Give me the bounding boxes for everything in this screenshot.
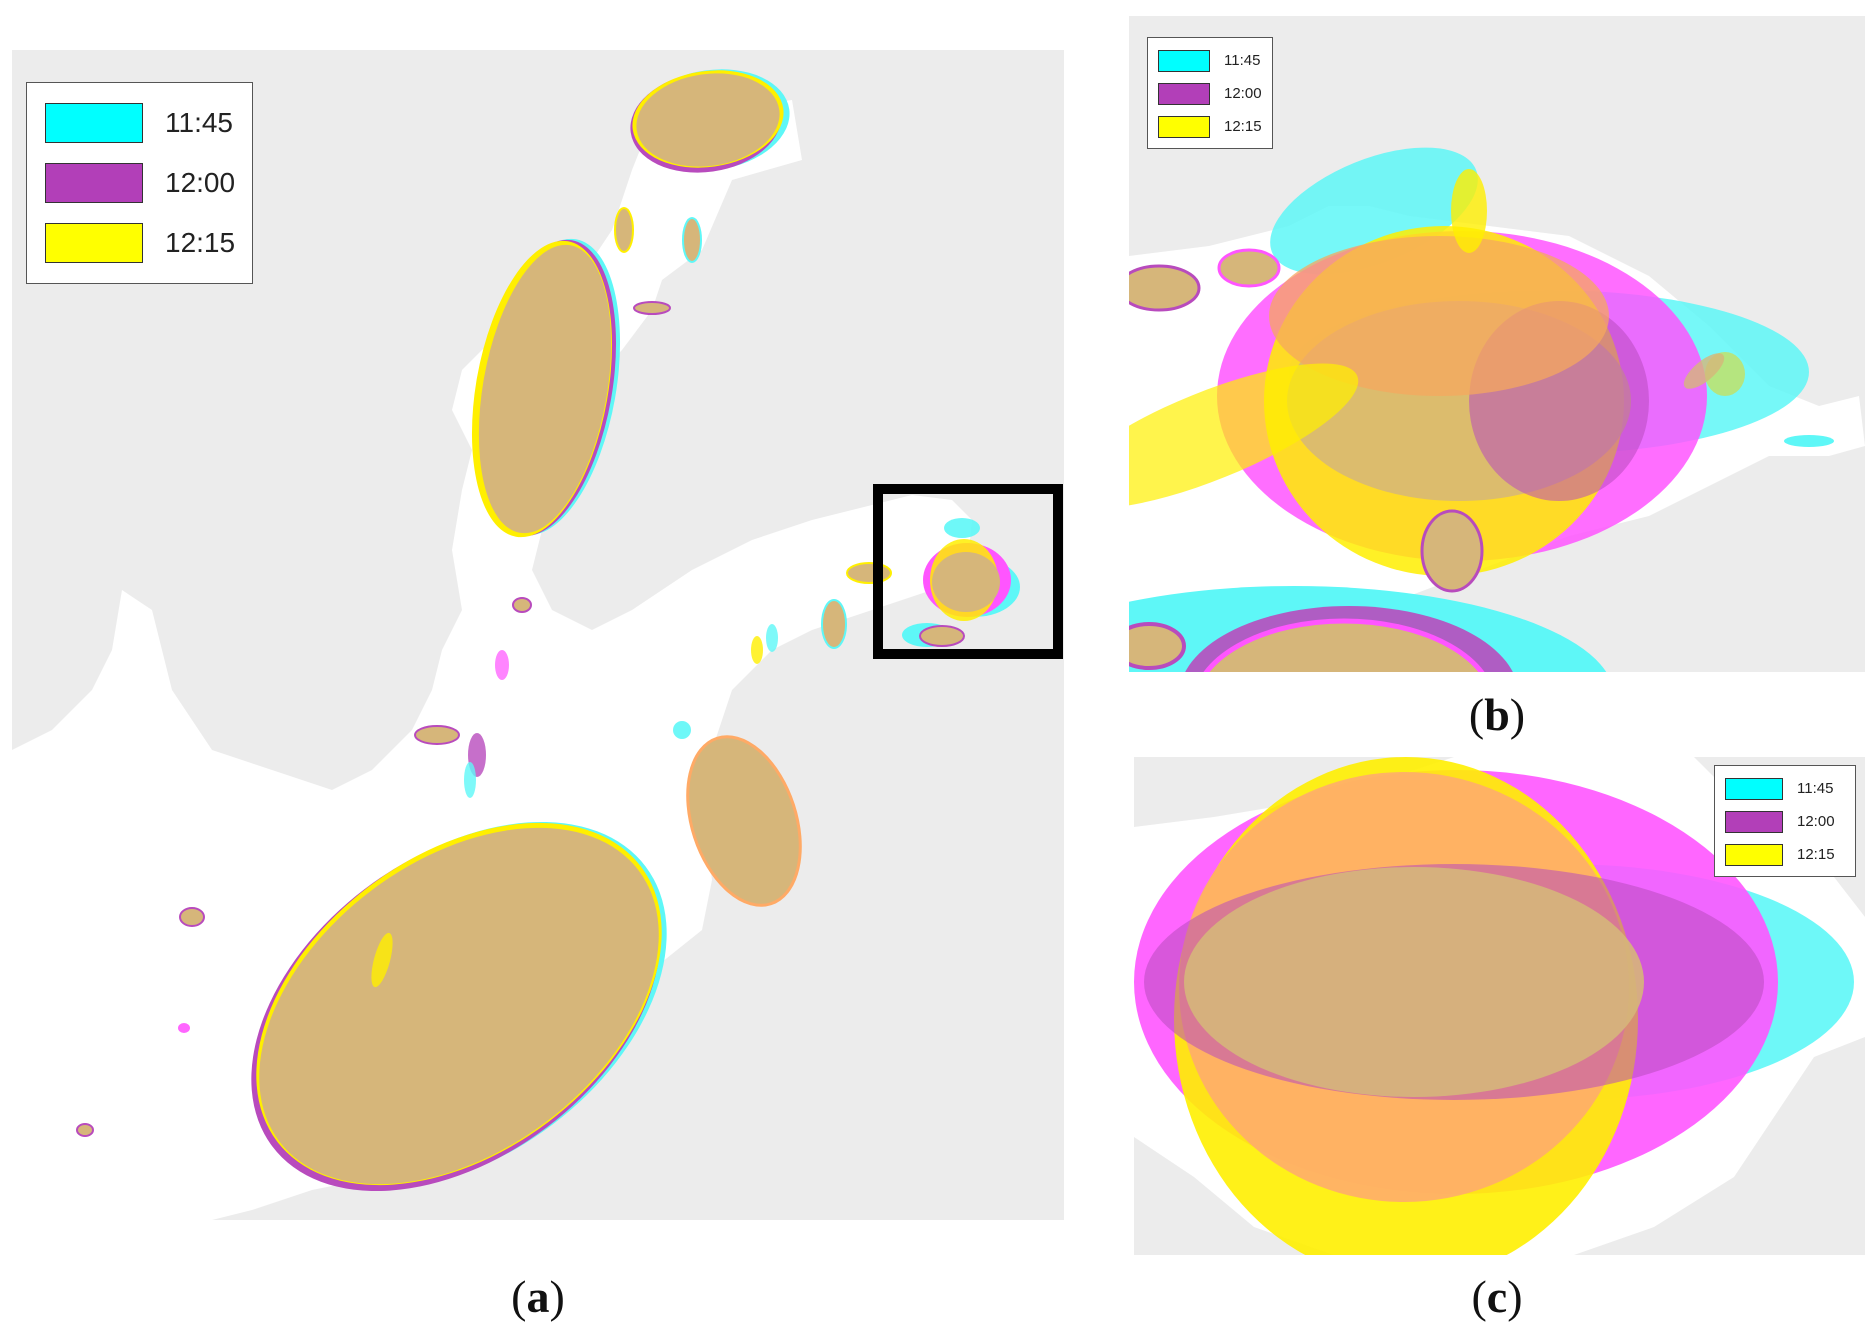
caption-paren: ( [1468,689,1485,740]
legend-item-11-45: 11:45 [45,93,252,153]
ellipse-overlap [259,827,659,1185]
small-ellipse [682,217,702,263]
small-ellipse [371,932,393,988]
legend-label: 11:45 [1224,52,1261,69]
legend-c: 11:45 12:00 12:15 [1714,765,1856,877]
legend-swatch-12-15 [45,223,143,263]
ellipse-overlap [1184,867,1644,1097]
small-ellipse [1420,509,1484,593]
zoom-region-ellipses [902,518,1020,647]
bottom-ellipse-b [1129,586,1607,672]
small-ellipse [178,1023,190,1033]
ellipse-overlap [636,73,780,167]
legend-swatch-11-45 [1725,777,1783,800]
upper-ellipse-group [471,238,621,538]
top-ellipse-group [630,69,790,173]
caption-paren: ) [1509,689,1526,740]
legend-b: 11:45 12:00 12:15 [1147,37,1273,149]
small-ellipse [766,624,778,652]
small-ellipse [614,207,634,253]
ellipse-overlap [686,735,802,907]
small-ellipse [1129,622,1186,670]
legend-label: 11:45 [1797,780,1834,797]
small-ellipse [944,518,980,538]
legend-swatch-12-00 [1725,810,1783,833]
legend-swatch-11-45 [45,103,143,143]
map-panel-b: 11:45 12:00 12:15 [1129,16,1865,672]
legend-label: 12:00 [1224,85,1262,102]
caption-paren: ( [511,1271,527,1322]
caption-a: (a) [478,1270,598,1323]
ellipse-cluster-b [1129,147,1834,593]
sea-area [12,100,972,1220]
caption-letter: c [1486,1271,1508,1322]
legend-swatch-11-45 [1158,49,1210,72]
map-panel-c: 11:45 12:00 12:15 [1134,757,1865,1255]
small-ellipse [495,650,509,680]
small-ellipse [673,721,691,739]
legend-item-12-00: 12:00 [45,153,252,213]
legend-item-11-45: 11:45 [1158,44,1272,77]
map-canvas-a [12,69,1063,1220]
ellipse-overlap [1203,618,1485,672]
legend-item-12-15: 12:15 [1725,838,1855,871]
ellipse-overlap [478,244,612,534]
map-canvas-c [1134,757,1865,1255]
caption-b: (b) [1437,688,1557,741]
ellipse-overlap [1269,236,1609,396]
legend-swatch-12-00 [45,163,143,203]
small-ellipse [1129,264,1201,312]
small-ellipse [1683,353,1725,389]
small-ellipse [1784,435,1834,447]
caption-letter: b [1484,689,1510,740]
legend-item-12-00: 12:00 [1725,805,1855,838]
legend-label: 12:15 [1224,118,1262,135]
small-ellipse [76,1123,94,1137]
legend-label: 12:00 [165,167,236,198]
legend-item-12-00: 12:00 [1158,77,1272,110]
small-ellipse [821,599,847,649]
legend-label: 12:00 [1797,813,1835,830]
ellipse-overlap [932,552,1000,612]
small-ellipse [512,597,532,613]
small-ellipse [179,907,205,927]
legend-swatch-12-15 [1158,115,1210,138]
legend-swatch-12-15 [1725,843,1783,866]
east-ellipse-group [686,735,802,907]
small-ellipse [751,636,763,664]
small-ellipse [1129,363,1359,509]
small-ellipse [464,762,476,798]
legend-label: 11:45 [165,107,233,138]
caption-paren: ( [1471,1271,1487,1322]
small-ellipse [414,725,460,745]
caption-paren: ) [549,1271,565,1322]
zoom-box [873,484,1063,659]
legend-item-11-45: 11:45 [1725,772,1855,805]
legend-label: 12:15 [1797,846,1835,863]
legend-item-12-15: 12:15 [1158,110,1272,143]
caption-letter: a [526,1271,550,1322]
legend-swatch-12-00 [1158,82,1210,105]
map-panel-a: 11:45 12:00 12:15 [12,50,1064,1220]
small-ellipse [633,301,671,315]
small-ellipse [919,625,965,647]
small-ellipse [846,562,892,584]
small-ellipse [1217,248,1281,288]
legend-item-12-15: 12:15 [45,213,252,273]
south-ellipse-group [251,821,667,1192]
caption-c: (c) [1437,1270,1557,1323]
map-canvas-b [1129,147,1865,672]
small-ellipse [1451,169,1487,253]
caption-paren: ) [1507,1271,1523,1322]
legend-label: 12:15 [165,227,236,258]
legend-a: 11:45 12:00 12:15 [26,82,253,284]
